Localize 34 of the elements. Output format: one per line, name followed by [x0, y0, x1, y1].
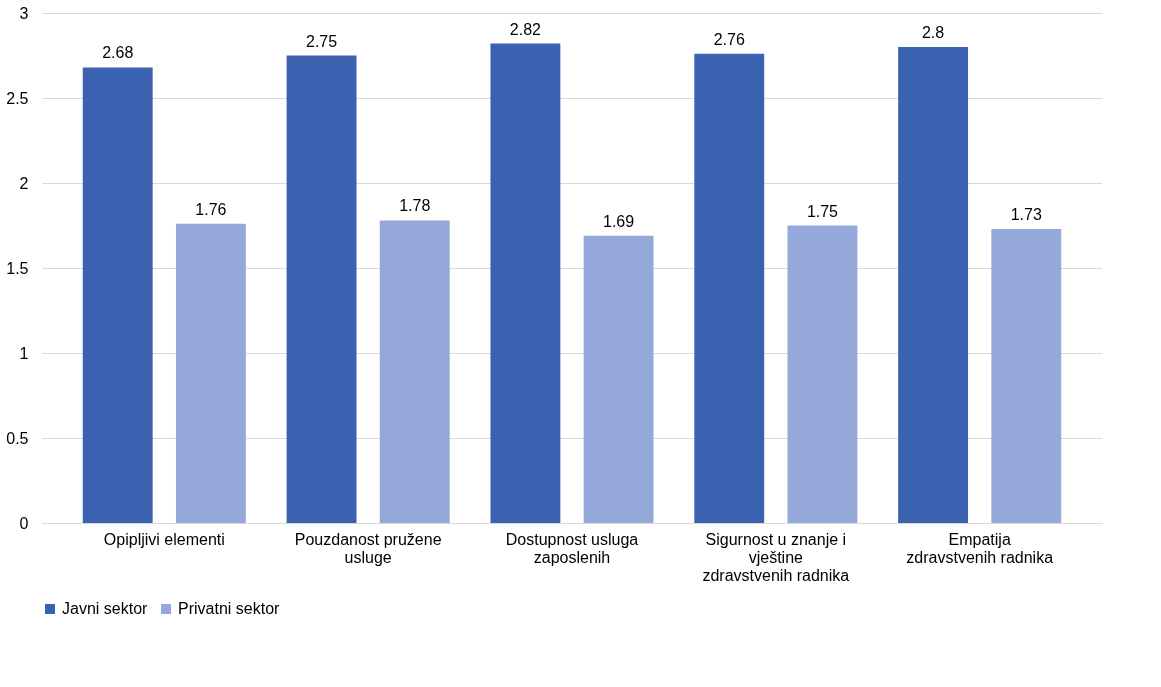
y-tick-label: 1 [19, 344, 29, 362]
x-tick-label: Pouzdanost pružene usluge [294, 530, 442, 566]
data-label: 1.75 [806, 202, 839, 220]
y-tick-label: 2.5 [6, 89, 29, 107]
data-label: 1.73 [1010, 205, 1042, 223]
bar [787, 225, 858, 523]
data-label: 2.68 [102, 44, 134, 62]
legend-label: Javni sektor [62, 600, 149, 617]
y-tick-label: 2 [19, 174, 29, 192]
bar [898, 47, 969, 523]
data-label: 1.76 [195, 200, 227, 218]
y-tick-label: 1.5 [6, 259, 29, 277]
data-label: 2.76 [713, 30, 745, 48]
x-tick-label: Opipljivi elementi [103, 530, 225, 548]
x-tick-label: Sigurnost u znanje i vještine zdravstvenih radnika [702, 530, 850, 584]
bar [991, 228, 1062, 523]
y-tick-label: 0.5 [6, 429, 29, 447]
data-label: 2.8 [921, 24, 945, 41]
data-label: 2.82 [509, 20, 542, 38]
bar [82, 67, 153, 523]
data-label: 2.75 [305, 32, 338, 50]
bar [286, 55, 357, 523]
y-tick-label: 0 [19, 514, 29, 532]
bar [490, 43, 561, 523]
legend-label: Privatni sektor [178, 600, 281, 617]
bar [175, 223, 246, 523]
data-label: 1.69 [603, 212, 635, 230]
data-label: 1.78 [399, 197, 431, 215]
bar [583, 235, 654, 523]
x-tick-label: Empatija zdravstvenih radnika [906, 530, 1054, 566]
bar [379, 220, 450, 523]
x-tick-label: Dostupnost usluga zaposlenih [505, 530, 639, 566]
y-tick-label: 3 [19, 4, 29, 22]
bar [694, 53, 765, 523]
